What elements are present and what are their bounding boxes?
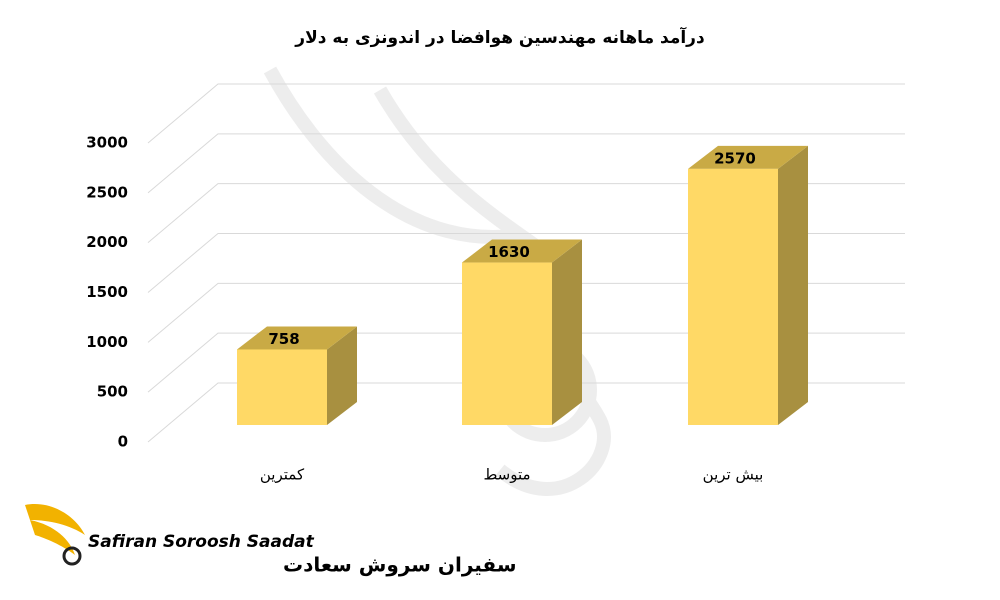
bar	[688, 168, 778, 425]
bar	[237, 349, 327, 425]
grid-line	[147, 83, 905, 144]
grid-line	[147, 282, 905, 343]
chart-title: درآمد ماهانه مهندسین هوافضا در اندونزی ب…	[294, 26, 705, 48]
bar-side	[778, 145, 808, 425]
y-tick-label: 500	[97, 383, 128, 401]
bar-top	[237, 326, 357, 350]
bar-side	[327, 326, 357, 425]
bar	[462, 262, 552, 425]
bar-top	[462, 239, 582, 263]
grid-line	[147, 133, 905, 194]
grid-line	[147, 382, 905, 443]
x-tick-label: کمترین	[260, 466, 305, 484]
bar-side	[552, 239, 582, 425]
grid-line	[147, 183, 905, 244]
y-tick-label: 2000	[86, 233, 128, 251]
grid-line	[147, 233, 905, 293]
value-label: 1630	[488, 243, 530, 261]
logo: Safiran Soroosh Saadat سفیران سروش سعادت	[25, 504, 517, 577]
logo-text-fa: سفیران سروش سعادت	[283, 553, 517, 577]
x-tick-label: متوسط	[483, 466, 530, 484]
x-tick-label: بیش ترین	[703, 466, 764, 484]
value-label: 2570	[714, 149, 756, 167]
logo-text: Safiran Soroosh Saadat	[88, 532, 315, 552]
bar-top	[688, 145, 808, 169]
y-tick-label: 1000	[86, 333, 128, 351]
y-tick-label: 1500	[86, 283, 128, 301]
y-tick-label: 3000	[86, 134, 128, 152]
y-tick-label: 2500	[86, 183, 128, 201]
grid-line	[147, 332, 905, 393]
y-tick-label: 0	[118, 433, 128, 451]
value-label: 758	[268, 330, 299, 348]
